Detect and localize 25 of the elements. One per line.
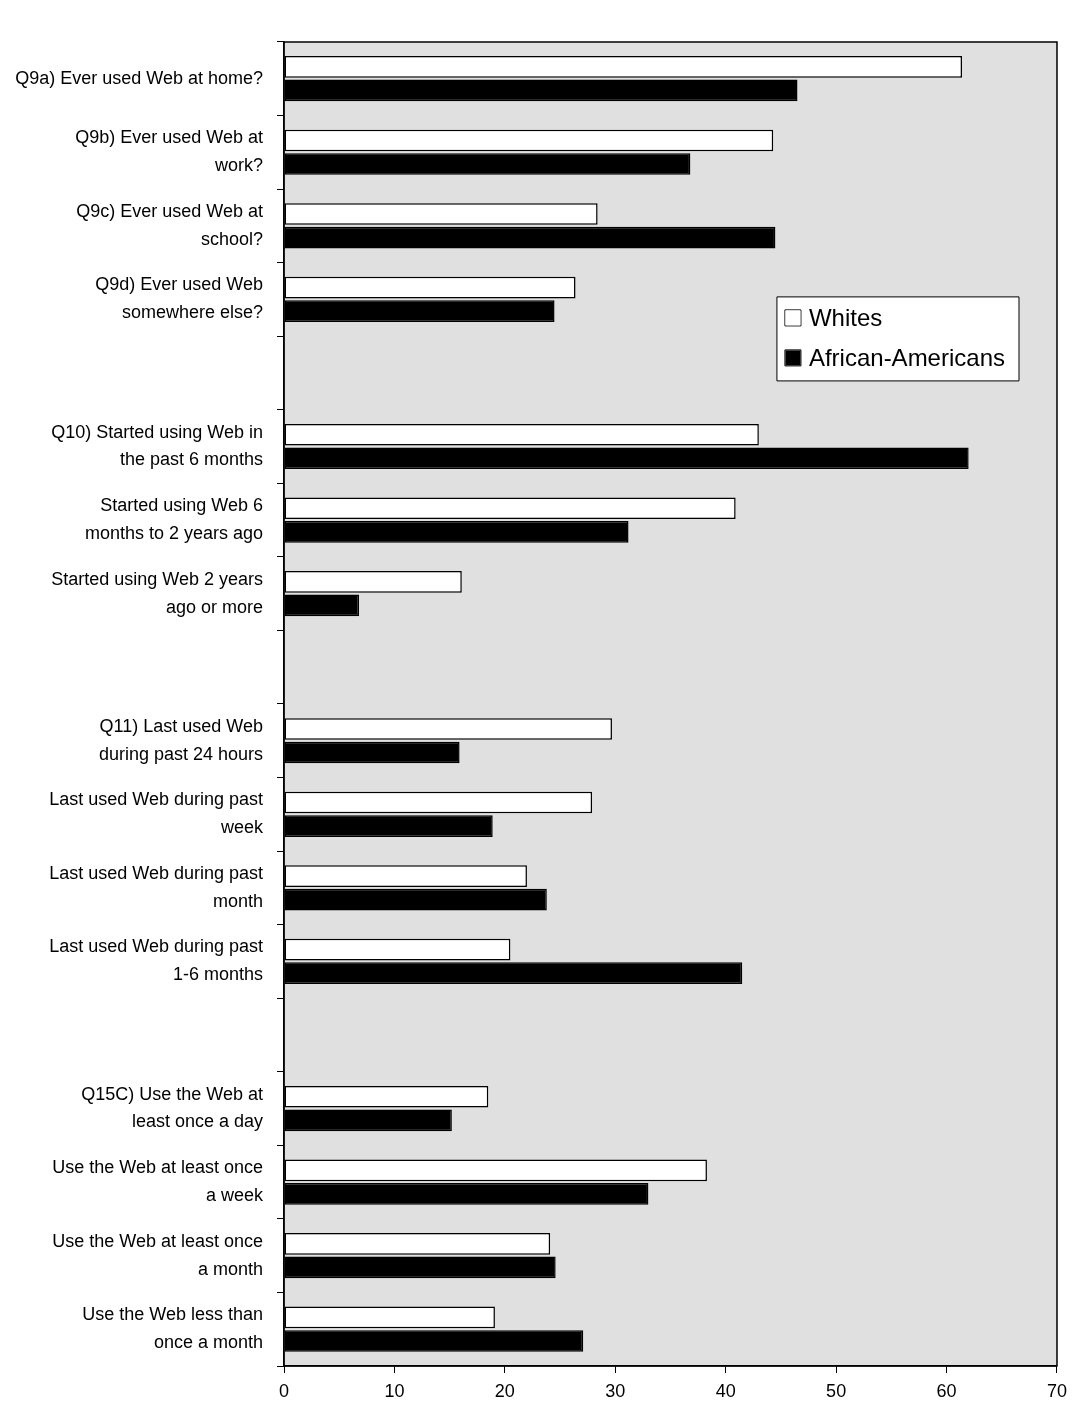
x-tick-label: 30	[605, 1380, 626, 1401]
legend-label: African-Americans	[808, 343, 1005, 371]
y-tick-label: Q10) Started using Web in the past 6 months	[51, 421, 263, 470]
y-tick-label: Use the Web at least once a month	[52, 1230, 263, 1279]
x-tick-label: 0	[278, 1380, 290, 1401]
x-tick-label: 40	[715, 1380, 736, 1401]
legend-label: Whites	[808, 303, 883, 331]
x-tick-label: 10	[384, 1380, 405, 1401]
y-tick-label: Q9a) Ever used Web at home?	[15, 67, 263, 88]
x-tick-label: 60	[936, 1380, 957, 1401]
y-tick-label: Last used Web during past week	[49, 789, 264, 838]
y-tick-label: Q11) Last used Web during past 24 hours	[98, 715, 263, 764]
y-tick-label: Started using Web 6 months to 2 years ago	[84, 495, 263, 543]
y-tick-label: Last used Web during past month	[49, 862, 263, 911]
y-tick-label: Q15C) Use the Web at least once a day	[81, 1083, 263, 1132]
y-tick-label: Q9b) Ever used Web at work?	[75, 127, 263, 176]
x-tick-label: 20	[494, 1380, 515, 1401]
y-tick-label: Started using Web 2 years ago or more	[51, 568, 263, 617]
y-tick-label: Use the Web at least once a week	[52, 1157, 264, 1206]
y-tick-label: Last used Web during past 1-6 months	[49, 936, 263, 985]
y-tick-label: Use the Web less than once a month	[82, 1304, 263, 1353]
y-tick-label: Q9d) Ever used Web somewhere else?	[95, 274, 263, 323]
x-tick-label: 70	[1046, 1380, 1067, 1401]
y-tick-label: Q9c) Ever used Web at school?	[76, 200, 263, 249]
x-tick-label: 50	[826, 1380, 847, 1401]
